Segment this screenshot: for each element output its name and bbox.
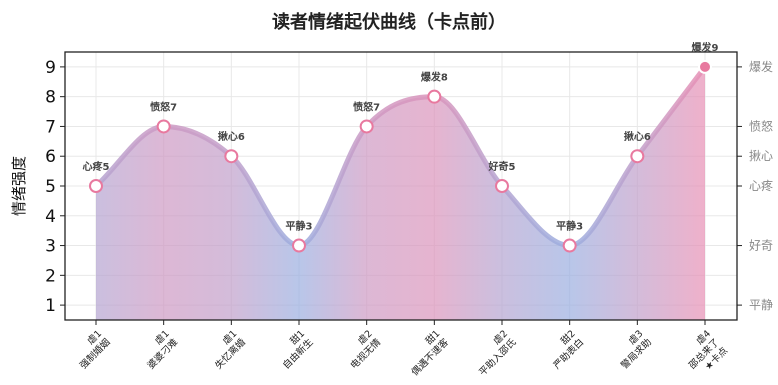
data-label-3: 平静3 bbox=[286, 220, 313, 233]
chart-title: 读者情绪起伏曲线（卡点前） bbox=[272, 11, 506, 33]
data-label-4: 愤怒7 bbox=[353, 100, 380, 113]
data-label-2: 揪心6 bbox=[218, 130, 245, 143]
data-point-9 bbox=[698, 59, 712, 74]
y-tick-label-6: 6 bbox=[45, 147, 56, 167]
right-tick-label-5: 平静 bbox=[749, 298, 773, 312]
data-point-6 bbox=[495, 179, 509, 193]
right-tick-label-3: 心疼 bbox=[749, 178, 773, 193]
y-axis-label: 情绪强度 bbox=[10, 156, 28, 216]
data-point-0 bbox=[89, 179, 103, 193]
data-point-3 bbox=[292, 238, 306, 253]
data-label-6: 好奇5 bbox=[488, 160, 516, 173]
y-axis-ticks: 1 2 3 4 5 6 7 8 9 bbox=[45, 58, 65, 316]
data-label-0: 心疼5 bbox=[83, 160, 110, 173]
data-labels: 心疼5 愤怒7 揪心6 平静3 愤怒7 爆发8 好奇5 平静3 揪心6 爆发9 bbox=[83, 41, 719, 233]
data-point-5 bbox=[427, 89, 442, 104]
data-points bbox=[89, 59, 712, 253]
right-tick-label-1: 愤怒 bbox=[749, 118, 773, 133]
y-tick-label-8: 8 bbox=[45, 88, 56, 108]
y-tick-label-4: 4 bbox=[45, 207, 56, 227]
area-fill-shape bbox=[96, 66, 705, 320]
data-point-8 bbox=[630, 149, 645, 164]
data-label-8: 揪心6 bbox=[624, 130, 651, 143]
y-tick-label-3: 3 bbox=[45, 237, 56, 257]
data-point-1 bbox=[156, 119, 171, 134]
data-point-2 bbox=[224, 149, 239, 164]
data-label-5: 爆发8 bbox=[421, 71, 448, 84]
right-tick-label-2: 揪心 bbox=[749, 148, 773, 163]
curve-path bbox=[93, 64, 708, 249]
data-label-9: 爆发9 bbox=[692, 41, 719, 54]
data-point-4 bbox=[359, 119, 374, 134]
right-tick-label-4: 好奇 bbox=[749, 239, 773, 253]
data-label-7: 平静3 bbox=[556, 220, 583, 233]
area-fill bbox=[96, 66, 705, 320]
y-tick-label-9: 9 bbox=[45, 58, 56, 78]
curve-line bbox=[93, 64, 708, 249]
y-tick-label-1: 1 bbox=[45, 296, 56, 316]
y-tick-label-5: 5 bbox=[45, 177, 56, 197]
y-tick-label-7: 7 bbox=[45, 117, 56, 137]
data-point-7 bbox=[562, 238, 577, 253]
y-tick-label-2: 2 bbox=[45, 266, 56, 286]
data-label-1: 愤怒7 bbox=[150, 100, 177, 113]
right-tick-label-0: 爆发 bbox=[749, 59, 773, 74]
